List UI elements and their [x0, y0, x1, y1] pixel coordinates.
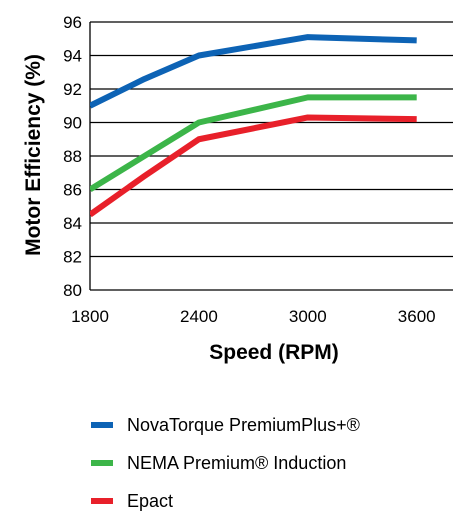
y-tick-label: 86 — [63, 181, 82, 200]
legend: NovaTorque PremiumPlus+® NEMA Premium® In… — [91, 415, 360, 511]
legend-label: NEMA Premium® Induction — [127, 453, 346, 473]
legend-label: Epact — [127, 491, 173, 511]
x-tick-label: 3000 — [289, 307, 327, 326]
x-axis-title: Speed (RPM) — [209, 341, 339, 364]
y-tick-label: 82 — [63, 248, 82, 267]
series-line-0 — [90, 34, 417, 109]
legend-swatch — [91, 422, 113, 428]
x-tick-labels: 1800 2400 3000 3600 — [71, 307, 436, 326]
y-tick-label: 88 — [63, 147, 82, 166]
y-tick-label: 96 — [63, 13, 82, 32]
series-line-1 — [90, 94, 417, 193]
x-tick-label: 1800 — [71, 307, 109, 326]
y-tick-label: 94 — [63, 47, 82, 66]
series-line-2 — [90, 114, 417, 218]
legend-label: NovaTorque PremiumPlus+® — [127, 415, 360, 435]
y-tick-label: 90 — [63, 114, 82, 133]
y-axis-title: Motor Efficiency (%) — [22, 54, 45, 256]
y-tick-label: 92 — [63, 80, 82, 99]
y-tick-label: 80 — [63, 281, 82, 300]
y-tick-labels: 80 82 84 86 88 90 92 94 96 — [63, 13, 82, 300]
x-tick-label: 2400 — [180, 307, 218, 326]
series-lines — [90, 34, 417, 218]
legend-swatch — [91, 460, 113, 466]
x-tick-label: 3600 — [398, 307, 436, 326]
y-tick-label: 84 — [63, 214, 82, 233]
legend-swatch — [91, 498, 113, 504]
